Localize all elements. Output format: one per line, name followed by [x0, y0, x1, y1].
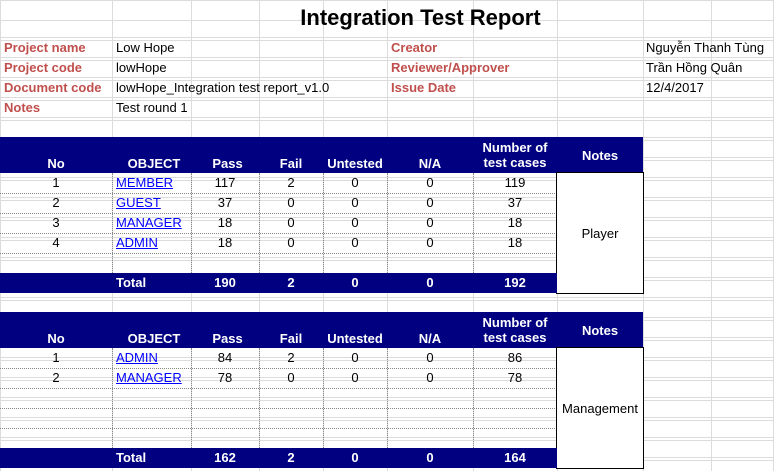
table-cell-untested: 0	[351, 215, 359, 230]
notes-text: Player	[581, 225, 619, 241]
total-cases: 164	[504, 450, 526, 465]
total-na: 0	[426, 450, 434, 465]
table-cell-fail: 0	[287, 195, 295, 210]
header-na: N/A	[418, 156, 442, 171]
header-pass: Pass	[212, 331, 243, 346]
header-cases-line2: test cases	[483, 330, 547, 345]
notes-cell-player: Player	[556, 172, 644, 294]
table-cell-untested: 0	[351, 370, 359, 385]
creator-label: Creator	[391, 40, 438, 55]
issue-date-label: Issue Date	[391, 80, 457, 95]
table-cell-no: 2	[52, 195, 60, 210]
table-cell-na: 0	[426, 370, 434, 385]
total-row: Total 162 2 0 0 164	[0, 448, 557, 468]
table-cell-no: 2	[52, 370, 60, 385]
object-link-admin[interactable]: ADMIN	[116, 350, 158, 365]
table-cell-pass: 78	[217, 370, 233, 385]
table-cell-untested: 0	[351, 195, 359, 210]
header-pass: Pass	[212, 156, 243, 171]
total-fail: 2	[287, 450, 295, 465]
table-cell-pass: 18	[217, 235, 233, 250]
table-cell-pass: 84	[217, 350, 233, 365]
table-cell-na: 0	[426, 235, 434, 250]
object-link-admin[interactable]: ADMIN	[116, 235, 158, 250]
header-cases-line2: test cases	[483, 155, 547, 170]
total-pass: 190	[214, 275, 236, 290]
header-object: OBJECT	[127, 331, 181, 346]
table-cell-no: 3	[52, 215, 60, 230]
table-cell-na: 0	[426, 350, 434, 365]
project-code-value[interactable]: lowHope	[116, 60, 167, 75]
header-notes: Notes	[581, 148, 619, 163]
table-cell-cases: 78	[507, 370, 523, 385]
total-untested: 0	[351, 450, 359, 465]
table-cell-fail: 2	[287, 350, 295, 365]
project-name-label: Project name	[4, 40, 86, 55]
table-cell-untested: 0	[351, 175, 359, 190]
table-cell-untested: 0	[351, 350, 359, 365]
object-link-member[interactable]: MEMBER	[116, 175, 174, 190]
header-cases-line1: Number of	[482, 140, 548, 155]
header-no: No	[47, 156, 65, 171]
total-pass: 162	[214, 450, 236, 465]
table-cell-cases: 37	[507, 195, 523, 210]
table-cell-no: 1	[52, 350, 60, 365]
notes-cell-management: Management	[556, 347, 644, 469]
notes-label: Notes	[4, 100, 41, 115]
table-cell-pass: 37	[217, 195, 233, 210]
table-cell-cases: 119	[504, 175, 526, 190]
table-cell-pass: 18	[217, 215, 233, 230]
header-object: OBJECT	[127, 156, 181, 171]
reviewer-value[interactable]: Trần Hồng Quân	[646, 60, 743, 75]
report-title: Integration Test Report	[300, 5, 541, 30]
table-cell-fail: 2	[287, 175, 295, 190]
table-cell-na: 0	[426, 195, 434, 210]
total-fail: 2	[287, 275, 295, 290]
total-label: Total	[116, 275, 147, 290]
table-cell-cases: 86	[507, 350, 523, 365]
document-code-value[interactable]: lowHope_Integration test report_v1.0	[116, 80, 330, 95]
header-cases-line1: Number of	[482, 315, 548, 330]
total-row: Total 190 2 0 0 192	[0, 273, 557, 293]
header-no: No	[47, 331, 65, 346]
reviewer-label: Reviewer/Approver	[391, 60, 510, 75]
table-cell-cases: 18	[507, 235, 523, 250]
table-cell-untested: 0	[351, 235, 359, 250]
issue-date-value[interactable]: 12/4/2017	[646, 80, 704, 95]
header-fail: Fail	[279, 156, 303, 171]
table-header: No OBJECT Pass Fail Untested N/A Number …	[0, 137, 643, 173]
table-cell-fail: 0	[287, 370, 295, 385]
object-link-guest[interactable]: GUEST	[116, 195, 161, 210]
object-link-manager[interactable]: MANAGER	[116, 215, 182, 230]
header-fail: Fail	[279, 331, 303, 346]
table-cell-na: 0	[426, 215, 434, 230]
total-cases: 192	[504, 275, 526, 290]
notes-text: Management	[562, 400, 638, 416]
notes-value[interactable]: Test round 1	[116, 100, 188, 115]
table-cell-na: 0	[426, 175, 434, 190]
total-untested: 0	[351, 275, 359, 290]
table-cell-fail: 0	[287, 215, 295, 230]
document-code-label: Document code	[4, 80, 102, 95]
project-name-value[interactable]: Low Hope	[116, 40, 175, 55]
total-na: 0	[426, 275, 434, 290]
total-label: Total	[116, 450, 147, 465]
header-untested: Untested	[327, 331, 383, 346]
table-cell-pass: 117	[214, 175, 236, 190]
table-cell-fail: 0	[287, 235, 295, 250]
header-notes: Notes	[581, 323, 619, 338]
project-code-label: Project code	[4, 60, 83, 75]
table-cell-no: 1	[52, 175, 60, 190]
table-header: No OBJECT Pass Fail Untested N/A Number …	[0, 312, 643, 348]
table-cell-no: 4	[52, 235, 60, 250]
table-cell-cases: 18	[507, 215, 523, 230]
object-link-manager[interactable]: MANAGER	[116, 370, 182, 385]
header-na: N/A	[418, 331, 442, 346]
creator-value[interactable]: Nguyễn Thanh Tùng	[646, 40, 765, 55]
header-untested: Untested	[327, 156, 383, 171]
